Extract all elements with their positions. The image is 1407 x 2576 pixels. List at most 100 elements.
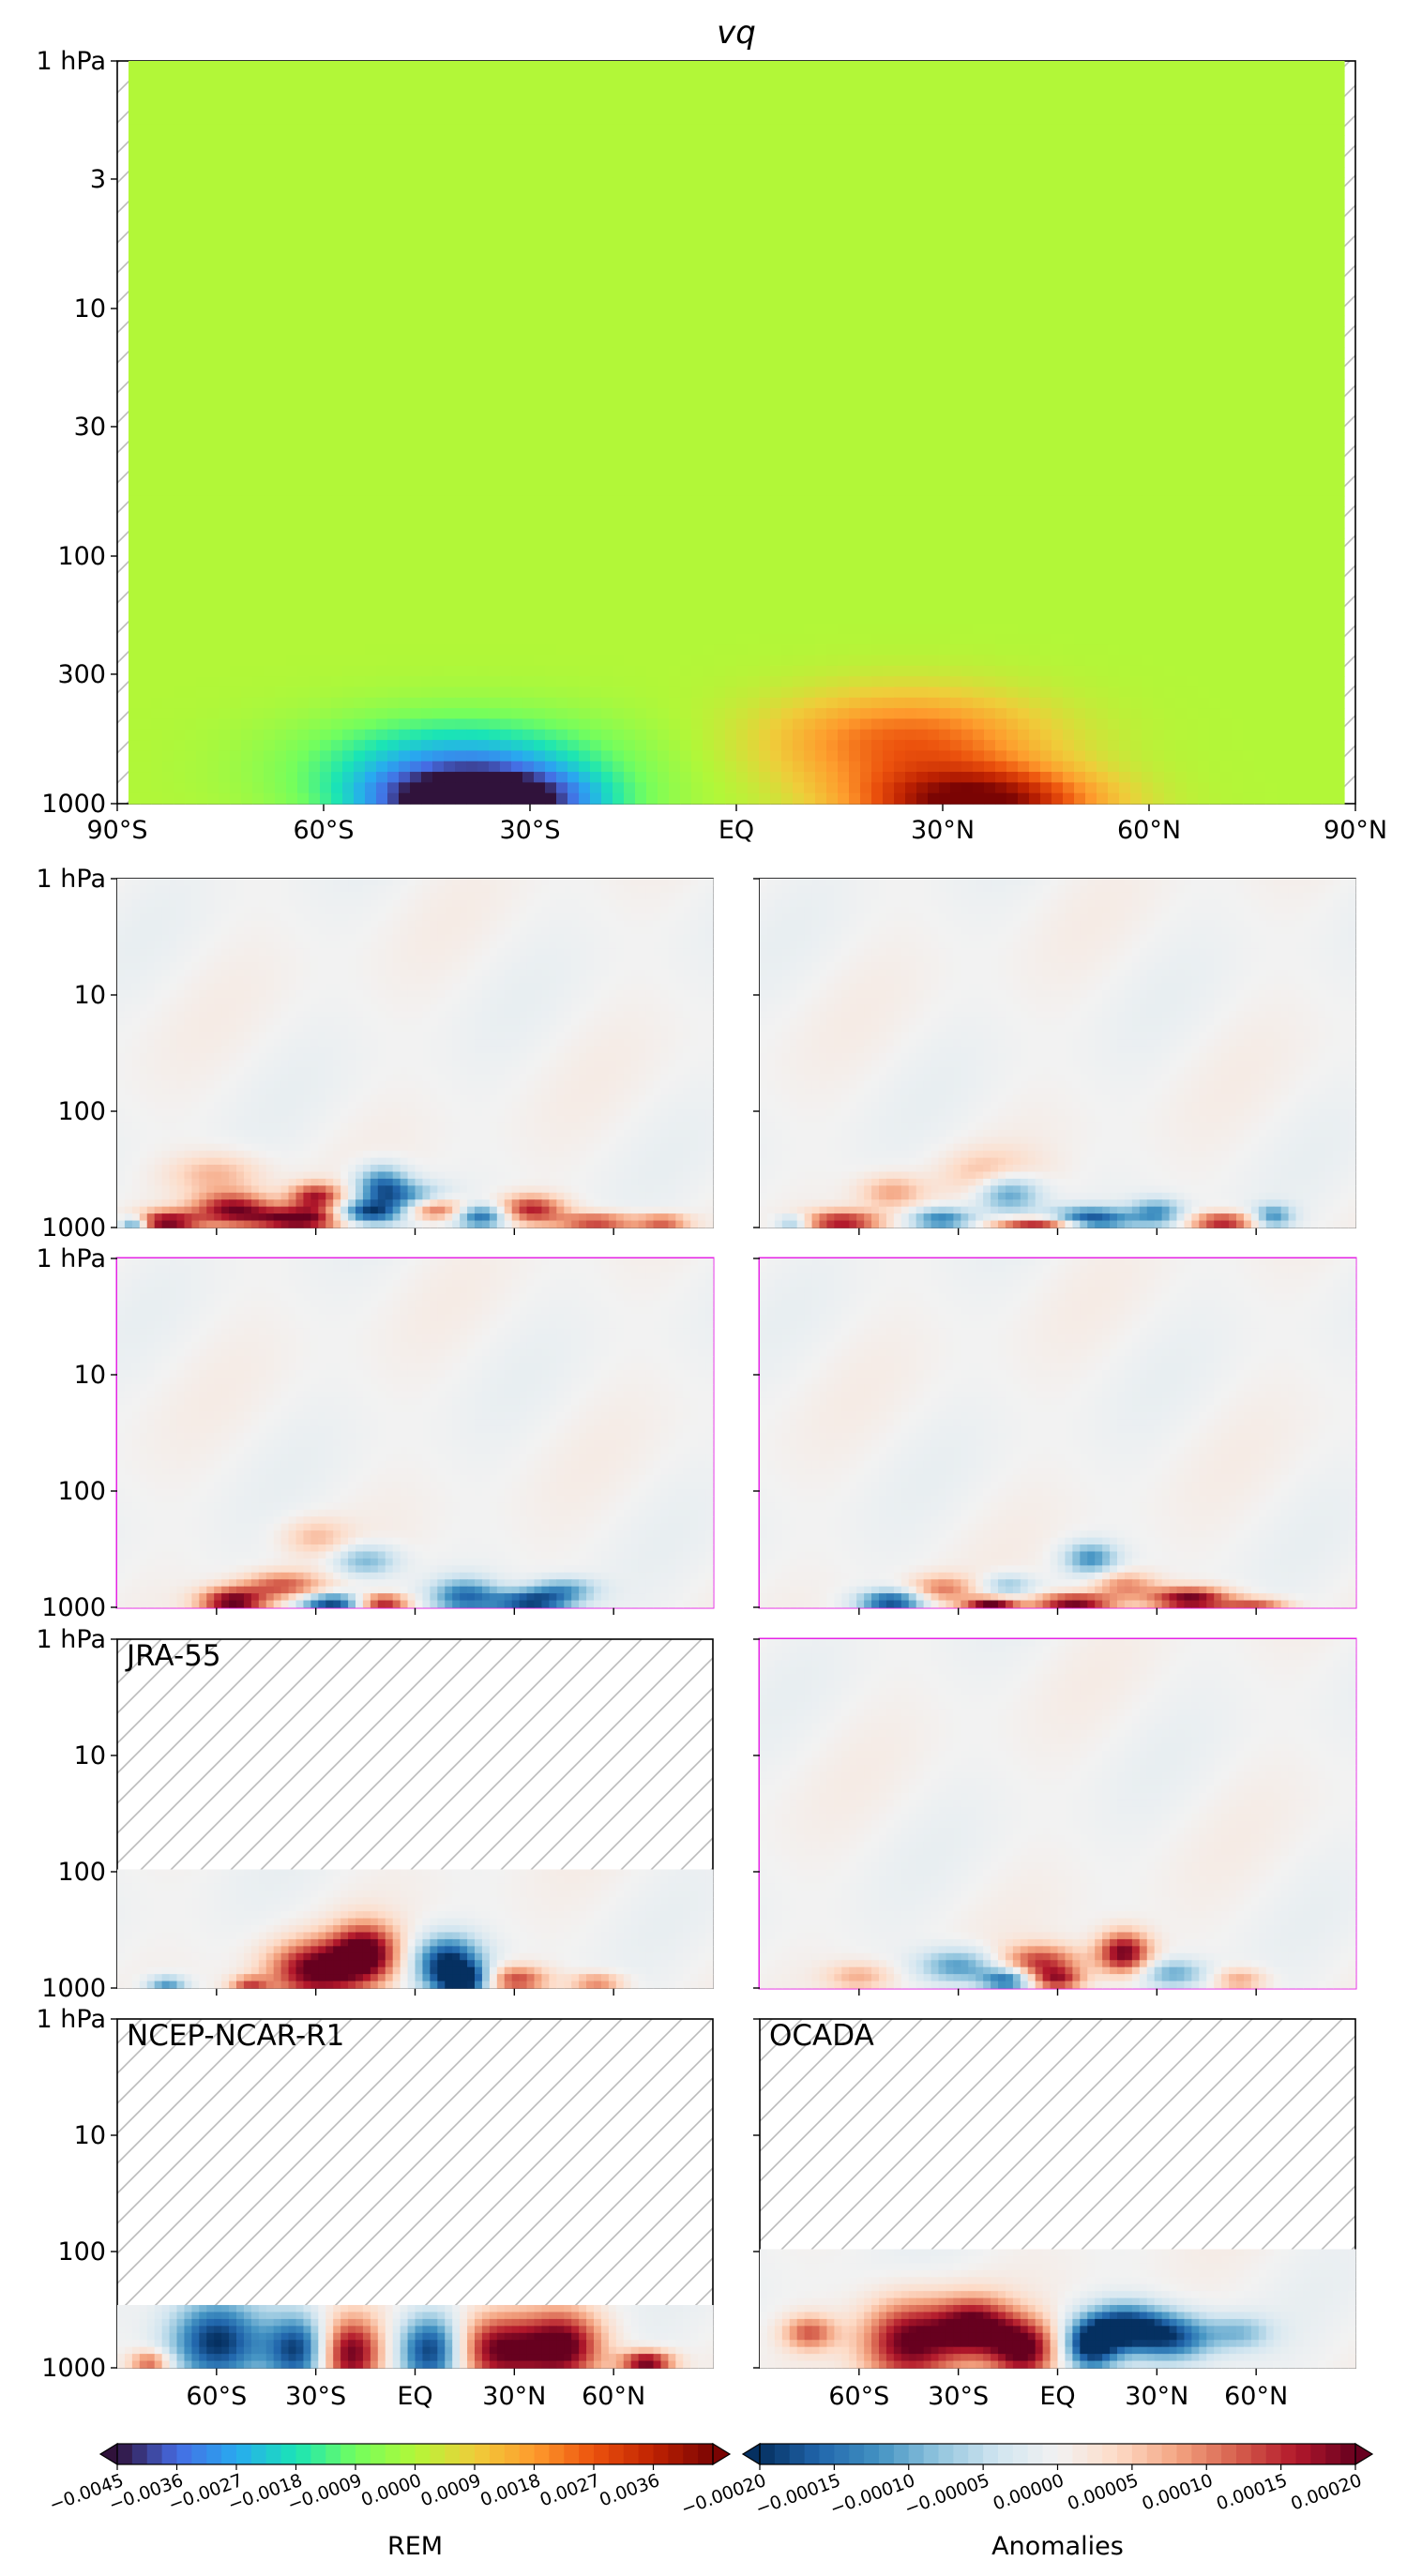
heatmap-cell bbox=[973, 83, 985, 94]
heatmap-cell bbox=[365, 103, 377, 114]
heatmap-cell bbox=[1063, 125, 1075, 136]
heatmap-cell bbox=[646, 146, 658, 158]
heatmap-cell bbox=[1232, 114, 1244, 126]
heatmap-cell bbox=[444, 71, 456, 83]
heatmap-cell bbox=[1175, 103, 1188, 114]
heatmap-cell bbox=[1164, 125, 1176, 136]
heatmap-cell bbox=[1153, 125, 1165, 136]
heatmap-cell bbox=[174, 83, 186, 94]
heatmap-cell bbox=[736, 114, 749, 126]
heatmap-cell bbox=[928, 103, 940, 114]
heatmap-cell bbox=[995, 71, 1007, 83]
heatmap-cell bbox=[1063, 114, 1075, 126]
heatmap-cell bbox=[1310, 135, 1323, 146]
heatmap-cell bbox=[995, 83, 1007, 94]
heatmap-cell bbox=[1074, 146, 1086, 158]
heatmap-cell bbox=[252, 93, 265, 104]
heatmap-cell bbox=[1153, 71, 1165, 83]
heatmap-cell bbox=[1051, 71, 1064, 83]
heatmap-cell bbox=[365, 135, 377, 146]
heatmap-cell bbox=[511, 135, 523, 146]
heatmap-cell bbox=[1288, 135, 1300, 146]
heatmap-cell bbox=[793, 93, 805, 104]
heatmap-cell bbox=[207, 125, 219, 136]
heatmap-cell bbox=[399, 103, 411, 114]
heatmap-cell bbox=[129, 146, 141, 158]
heatmap-cell bbox=[275, 114, 287, 126]
heatmap-cell bbox=[320, 103, 332, 114]
heatmap-cell bbox=[230, 146, 242, 158]
heatmap-cell bbox=[219, 114, 231, 126]
heatmap-cell bbox=[950, 146, 962, 158]
heatmap-cell bbox=[736, 83, 749, 94]
heatmap-cell bbox=[489, 71, 501, 83]
heatmap-cell bbox=[185, 61, 197, 72]
heatmap-cell bbox=[759, 125, 771, 136]
heatmap-cell bbox=[241, 61, 253, 72]
heatmap-cell bbox=[511, 125, 523, 136]
heatmap-cell bbox=[1299, 125, 1311, 136]
heatmap-cell bbox=[489, 135, 501, 146]
heatmap-cell bbox=[883, 93, 895, 104]
heatmap-cell bbox=[703, 114, 715, 126]
heatmap-cell bbox=[849, 71, 861, 83]
heatmap-cell bbox=[534, 114, 546, 126]
heatmap-cell bbox=[691, 103, 704, 114]
heatmap-cell bbox=[1322, 103, 1334, 114]
heatmap-cell bbox=[590, 135, 602, 146]
heatmap-cell bbox=[1040, 83, 1052, 94]
heatmap-cell bbox=[601, 146, 613, 158]
heatmap-cell bbox=[140, 103, 152, 114]
heatmap-cell bbox=[680, 135, 692, 146]
heatmap-cell bbox=[883, 71, 895, 83]
heatmap-cell bbox=[1243, 61, 1255, 72]
heatmap-cell bbox=[545, 103, 557, 114]
heatmap-cell bbox=[916, 135, 929, 146]
heatmap-cell bbox=[477, 125, 490, 136]
heatmap-cell bbox=[162, 103, 174, 114]
heatmap-cell bbox=[466, 135, 478, 146]
heatmap-cell bbox=[579, 71, 591, 83]
heatmap-cell bbox=[905, 61, 917, 72]
heatmap-cell bbox=[1142, 146, 1154, 158]
heatmap-cell bbox=[376, 103, 388, 114]
heatmap-cell bbox=[331, 114, 343, 126]
heatmap-cell bbox=[1299, 114, 1311, 126]
heatmap-cell bbox=[421, 83, 433, 94]
heatmap-cell bbox=[928, 61, 940, 72]
heatmap-cell bbox=[534, 135, 546, 146]
heatmap-cell bbox=[376, 114, 388, 126]
heatmap-cell bbox=[556, 114, 568, 126]
heatmap-cell bbox=[556, 71, 568, 83]
heatmap-cell bbox=[489, 83, 501, 94]
heatmap-cell bbox=[477, 83, 490, 94]
heatmap-cell bbox=[973, 135, 985, 146]
heatmap-cell bbox=[252, 114, 265, 126]
heatmap-cell bbox=[793, 61, 805, 72]
heatmap-cell bbox=[342, 93, 355, 104]
heatmap-cell bbox=[331, 83, 343, 94]
heatmap-cell bbox=[365, 93, 377, 104]
heatmap-cell bbox=[1006, 125, 1019, 136]
heatmap-cell bbox=[860, 93, 872, 104]
heatmap-cell bbox=[264, 125, 276, 136]
heatmap-cell bbox=[207, 146, 219, 158]
heatmap-cell bbox=[1142, 71, 1154, 83]
heatmap-cell bbox=[916, 61, 929, 72]
heatmap-cell bbox=[309, 146, 321, 158]
heatmap-cell bbox=[567, 114, 580, 126]
heatmap-cell bbox=[781, 93, 794, 104]
heatmap-cell bbox=[545, 125, 557, 136]
heatmap-cell bbox=[1006, 61, 1019, 72]
heatmap-cell bbox=[928, 146, 940, 158]
heatmap-cell bbox=[939, 114, 951, 126]
heatmap-cell bbox=[185, 125, 197, 136]
heatmap-cell bbox=[151, 93, 163, 104]
heatmap-cell bbox=[522, 61, 535, 72]
heatmap-cell bbox=[579, 125, 591, 136]
heatmap-cell bbox=[196, 146, 208, 158]
heatmap-cell bbox=[320, 93, 332, 104]
heatmap-cell bbox=[804, 71, 816, 83]
heatmap-cell bbox=[556, 83, 568, 94]
heatmap-cell bbox=[781, 103, 794, 114]
